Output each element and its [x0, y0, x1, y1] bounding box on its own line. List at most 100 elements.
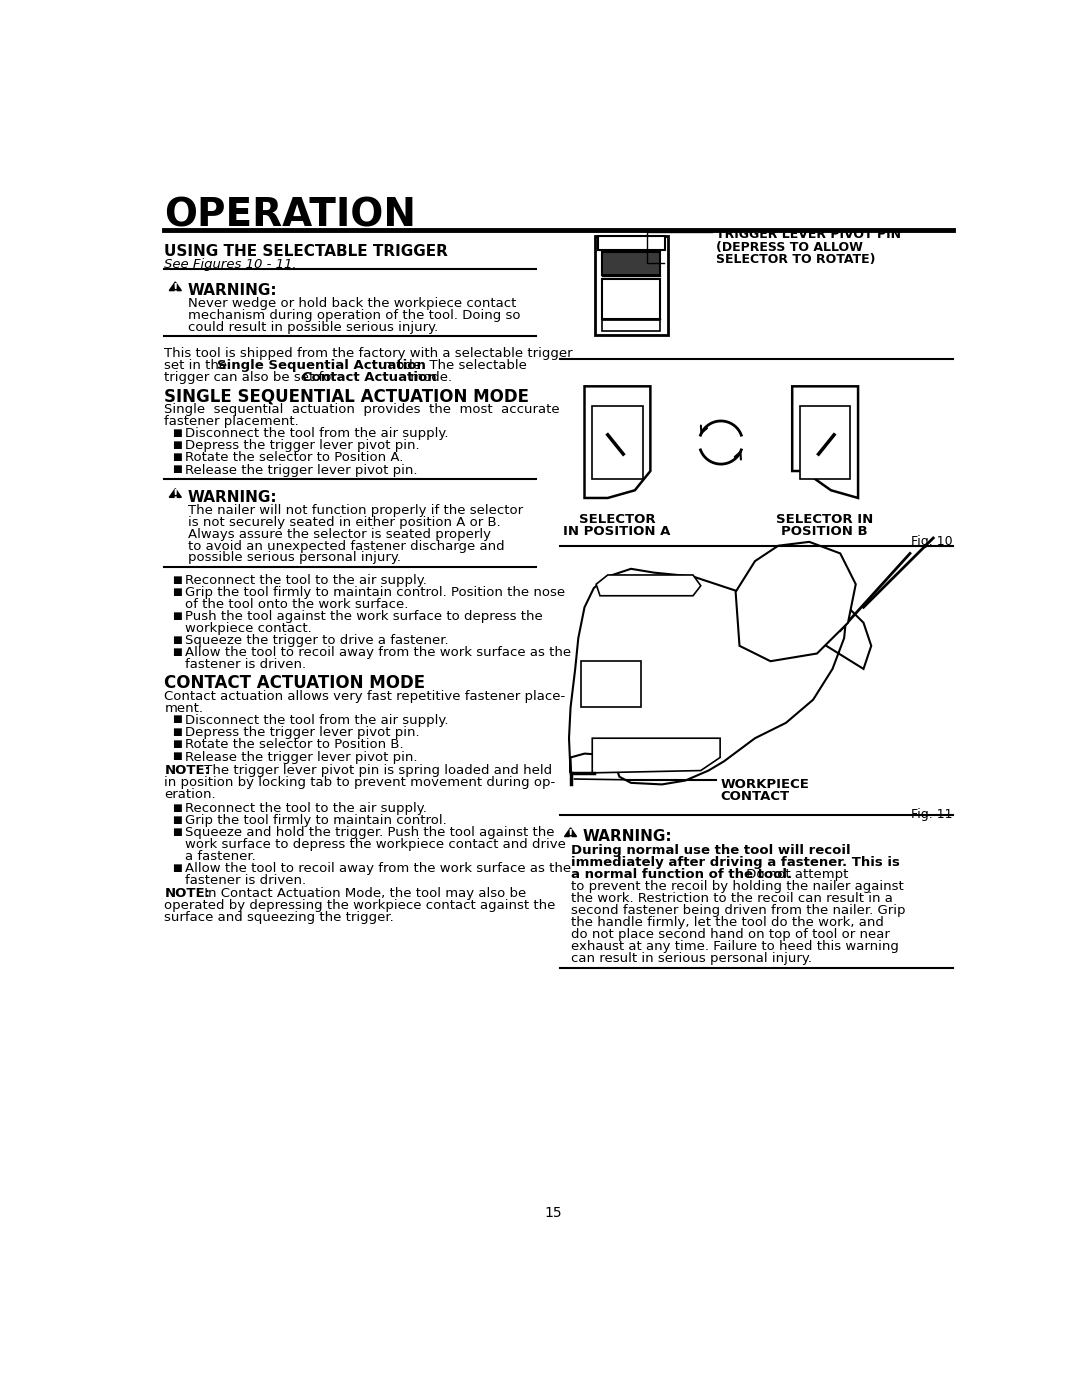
Text: 15: 15: [544, 1206, 563, 1220]
Text: ■: ■: [172, 752, 181, 761]
Text: to avoid an unexpected fastener discharge and: to avoid an unexpected fastener discharg…: [188, 539, 504, 553]
Text: OPERATION: OPERATION: [164, 196, 417, 235]
Text: exhaust at any time. Failure to heed this warning: exhaust at any time. Failure to heed thi…: [570, 940, 899, 953]
Text: the work. Restriction to the recoil can result in a: the work. Restriction to the recoil can …: [570, 893, 892, 905]
Text: WARNING:: WARNING:: [583, 828, 673, 844]
Polygon shape: [735, 542, 855, 661]
Text: WARNING:: WARNING:: [188, 490, 278, 504]
Text: SELECTOR IN: SELECTOR IN: [777, 513, 874, 527]
Text: ■: ■: [172, 576, 181, 585]
Text: workpiece contact.: workpiece contact.: [185, 622, 311, 636]
Text: the handle firmly, let the tool do the work, and: the handle firmly, let the tool do the w…: [570, 916, 883, 929]
Bar: [592, 405, 643, 479]
Polygon shape: [565, 828, 577, 837]
Polygon shape: [596, 576, 701, 595]
Text: set in the: set in the: [164, 359, 232, 372]
Text: Allow the tool to recoil away from the work surface as the: Allow the tool to recoil away from the w…: [185, 645, 570, 659]
Text: mode. The selectable: mode. The selectable: [379, 359, 526, 372]
Bar: [595, 236, 669, 335]
Text: SINGLE SEQUENTIAL ACTUATION MODE: SINGLE SEQUENTIAL ACTUATION MODE: [164, 387, 529, 405]
Text: NOTE:: NOTE:: [164, 764, 211, 777]
Text: ■: ■: [172, 427, 181, 437]
Text: second fastener being driven from the nailer. Grip: second fastener being driven from the na…: [570, 904, 905, 918]
Text: ■: ■: [172, 726, 181, 736]
Text: !: !: [173, 489, 178, 502]
Text: Reconnect the tool to the air supply.: Reconnect the tool to the air supply.: [185, 802, 427, 814]
Text: fastener is driven.: fastener is driven.: [185, 658, 306, 671]
Text: The trigger lever pivot pin is spring loaded and held: The trigger lever pivot pin is spring lo…: [200, 764, 552, 777]
Text: operated by depressing the workpiece contact against the: operated by depressing the workpiece con…: [164, 900, 556, 912]
Text: Rotate the selector to Position A.: Rotate the selector to Position A.: [185, 451, 403, 464]
Text: Single Sequential Actuation: Single Sequential Actuation: [217, 359, 426, 372]
Text: USING THE SELECTABLE TRIGGER: USING THE SELECTABLE TRIGGER: [164, 244, 448, 258]
Text: Always assure the selector is seated properly: Always assure the selector is seated pro…: [188, 528, 490, 541]
Text: IN POSITION A: IN POSITION A: [564, 525, 671, 538]
Text: ■: ■: [172, 827, 181, 837]
Text: Squeeze the trigger to drive a fastener.: Squeeze the trigger to drive a fastener.: [185, 634, 448, 647]
Text: Grip the tool firmly to maintain control. Position the nose: Grip the tool firmly to maintain control…: [185, 587, 565, 599]
Text: Disconnect the tool from the air supply.: Disconnect the tool from the air supply.: [185, 714, 448, 726]
Text: ■: ■: [172, 464, 181, 475]
Text: Push the tool against the work surface to depress the: Push the tool against the work surface t…: [185, 610, 542, 623]
Text: is not securely seated in either position A or B.: is not securely seated in either positio…: [188, 515, 500, 528]
Text: The nailer will not function properly if the selector: The nailer will not function properly if…: [188, 504, 523, 517]
Text: could result in possible serious injury.: could result in possible serious injury.: [188, 321, 438, 334]
Text: POSITION B: POSITION B: [782, 525, 868, 538]
Text: do not place second hand on top of tool or near: do not place second hand on top of tool …: [570, 928, 890, 942]
Polygon shape: [592, 738, 720, 773]
Text: Squeeze and hold the trigger. Push the tool against the: Squeeze and hold the trigger. Push the t…: [185, 826, 554, 840]
Text: ■: ■: [172, 814, 181, 824]
Text: of the tool onto the work surface.: of the tool onto the work surface.: [185, 598, 408, 610]
Text: trigger can also be set for: trigger can also be set for: [164, 370, 341, 384]
Text: CONTACT: CONTACT: [720, 789, 789, 803]
Text: ment.: ment.: [164, 701, 203, 715]
Text: Release the trigger lever pivot pin.: Release the trigger lever pivot pin.: [185, 464, 417, 476]
Text: Rotate the selector to Position B.: Rotate the selector to Position B.: [185, 738, 403, 752]
Text: eration.: eration.: [164, 788, 216, 802]
Polygon shape: [170, 282, 181, 291]
Text: fastener placement.: fastener placement.: [164, 415, 299, 427]
Text: ■: ■: [172, 647, 181, 657]
Text: ■: ■: [172, 862, 181, 873]
Text: Contact Actuation: Contact Actuation: [301, 370, 436, 384]
Text: (DEPRESS TO ALLOW: (DEPRESS TO ALLOW: [716, 240, 863, 254]
Bar: [603, 251, 661, 275]
Text: ■: ■: [172, 440, 181, 450]
Text: !: !: [173, 282, 178, 295]
Text: immediately after driving a fastener. This is: immediately after driving a fastener. Th…: [570, 856, 900, 869]
Text: mechanism during operation of the tool. Doing so: mechanism during operation of the tool. …: [188, 309, 521, 321]
Polygon shape: [793, 387, 859, 497]
Text: ■: ■: [172, 739, 181, 749]
Text: a normal function of the tool.: a normal function of the tool.: [570, 869, 792, 882]
Text: Depress the trigger lever pivot pin.: Depress the trigger lever pivot pin.: [185, 726, 419, 739]
Text: Release the trigger lever pivot pin.: Release the trigger lever pivot pin.: [185, 750, 417, 764]
Text: See Figures 10 - 11.: See Figures 10 - 11.: [164, 257, 297, 271]
Polygon shape: [569, 562, 872, 784]
Text: to prevent the recoil by holding the nailer against: to prevent the recoil by holding the nai…: [570, 880, 903, 893]
Text: WARNING:: WARNING:: [188, 284, 278, 298]
Text: SELECTOR TO ROTATE): SELECTOR TO ROTATE): [716, 253, 876, 265]
Bar: [581, 661, 642, 707]
Text: NOTE:: NOTE:: [164, 887, 211, 900]
Text: ■: ■: [172, 610, 181, 620]
Text: Fig. 11: Fig. 11: [912, 807, 953, 820]
Text: work surface to depress the workpiece contact and drive: work surface to depress the workpiece co…: [185, 838, 566, 851]
Text: Do not attempt: Do not attempt: [742, 869, 848, 882]
Text: TRIGGER LEVER PIVOT PIN: TRIGGER LEVER PIVOT PIN: [716, 229, 901, 242]
Text: Reconnect the tool to the air supply.: Reconnect the tool to the air supply.: [185, 574, 427, 587]
Text: fastener is driven.: fastener is driven.: [185, 873, 306, 887]
Text: !: !: [568, 827, 573, 841]
Text: CONTACT ACTUATION MODE: CONTACT ACTUATION MODE: [164, 675, 426, 693]
Bar: [603, 278, 661, 320]
Text: ■: ■: [172, 803, 181, 813]
Text: In Contact Actuation Mode, the tool may also be: In Contact Actuation Mode, the tool may …: [200, 887, 526, 900]
Text: in position by locking tab to prevent movement during op-: in position by locking tab to prevent mo…: [164, 777, 556, 789]
Text: Contact actuation allows very fast repetitive fastener place-: Contact actuation allows very fast repet…: [164, 690, 566, 703]
Polygon shape: [170, 489, 181, 497]
Text: Grip the tool firmly to maintain control.: Grip the tool firmly to maintain control…: [185, 814, 446, 827]
Text: can result in serious personal injury.: can result in serious personal injury.: [570, 951, 811, 965]
Text: This tool is shipped from the factory with a selectable trigger: This tool is shipped from the factory wi…: [164, 346, 573, 359]
Text: Single  sequential  actuation  provides  the  most  accurate: Single sequential actuation provides the…: [164, 402, 561, 416]
Text: ■: ■: [172, 634, 181, 644]
Text: Allow the tool to recoil away from the work surface as the: Allow the tool to recoil away from the w…: [185, 862, 570, 875]
